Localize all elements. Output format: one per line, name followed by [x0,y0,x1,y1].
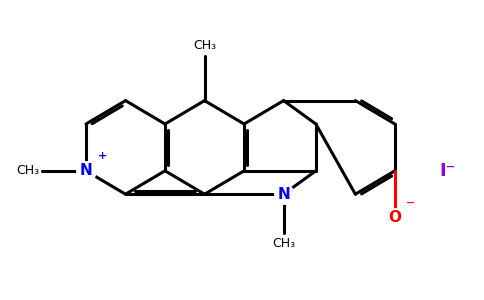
Text: +: + [97,152,106,161]
Text: −: − [407,198,416,208]
Text: I⁻: I⁻ [439,162,455,180]
Text: CH₃: CH₃ [16,164,39,177]
Text: O: O [388,210,401,225]
Text: CH₃: CH₃ [193,39,216,52]
Text: N: N [79,163,92,178]
Text: CH₃: CH₃ [272,237,295,250]
Text: N: N [277,187,290,202]
